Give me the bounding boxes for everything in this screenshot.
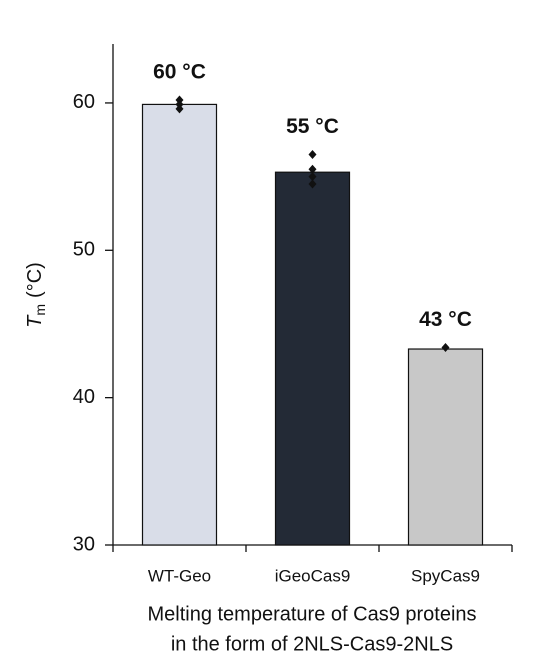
replicate-point bbox=[308, 179, 317, 189]
y-tick-label: 40 bbox=[73, 386, 95, 408]
replicate-point bbox=[308, 172, 317, 182]
x-tick-label: SpyCas9 bbox=[411, 566, 480, 585]
y-label-unit: (°C) bbox=[24, 262, 46, 298]
data-label: 43 °C bbox=[419, 308, 472, 331]
x-tick-label: WT-Geo bbox=[148, 566, 211, 585]
replicate-point bbox=[308, 164, 317, 174]
replicate-point bbox=[308, 150, 317, 160]
x-tick-label: iGeoCas9 bbox=[275, 566, 351, 585]
y-label-symbol: T bbox=[24, 314, 46, 328]
x-axis-label: Melting temperature of Cas9 proteins bbox=[147, 603, 476, 625]
y-label-subscript: m bbox=[32, 304, 48, 316]
y-axis-label: Tm (°C) bbox=[24, 262, 47, 328]
x-axis-label: in the form of 2NLS-Cas9-2NLS bbox=[171, 633, 453, 655]
data-label: 60 °C bbox=[153, 61, 206, 84]
data-label: 55 °C bbox=[286, 115, 339, 138]
y-tick-label: 60 bbox=[73, 91, 95, 113]
y-tick-label: 30 bbox=[73, 533, 95, 555]
y-tick-label: 50 bbox=[73, 239, 95, 261]
bar bbox=[407, 348, 484, 546]
bar bbox=[274, 171, 351, 546]
replicate-point bbox=[175, 104, 184, 114]
bar bbox=[141, 103, 218, 546]
replicate-point bbox=[441, 343, 450, 353]
